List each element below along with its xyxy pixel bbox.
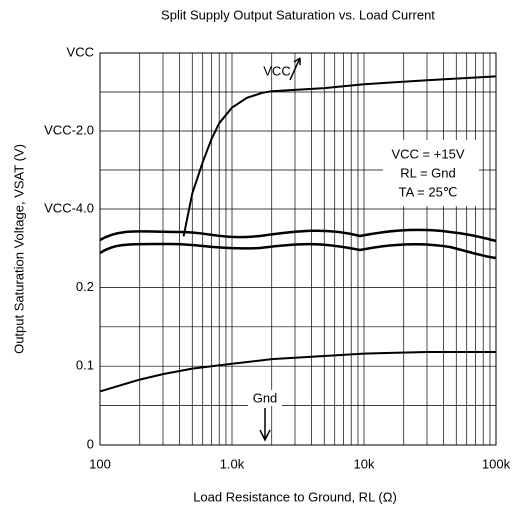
y-tick-label: VCC-2.0 xyxy=(44,122,94,137)
x-tick-label: 100 xyxy=(89,456,111,471)
x-tick-label: 100k xyxy=(482,456,511,471)
y-axis-label: Output Saturation Voltage, VSAT (V) xyxy=(11,144,26,354)
y-tick-label: 0.2 xyxy=(76,279,94,294)
axis-break xyxy=(99,228,497,260)
annotation: VCC xyxy=(263,63,290,78)
annotation: Gnd xyxy=(253,390,278,405)
plot-frame xyxy=(99,52,497,446)
arrow xyxy=(259,408,271,442)
x-tick-label: 10k xyxy=(354,456,375,471)
annotation: VCC = +15V xyxy=(392,146,465,161)
chart-title: Split Supply Output Saturation vs. Load … xyxy=(161,7,435,22)
y-tick-label: VCC xyxy=(67,44,94,59)
y-tick-label: 0.1 xyxy=(76,358,94,373)
legend-box xyxy=(383,140,479,206)
data-line xyxy=(99,351,496,393)
annotation-bg xyxy=(248,390,282,406)
y-tick-label: VCC-4.0 xyxy=(44,200,94,215)
annotation: TA = 25℃ xyxy=(399,184,458,199)
arrow xyxy=(289,57,301,81)
y-tick-label: 0 xyxy=(87,436,94,451)
annotation: RL = Gnd xyxy=(400,165,456,180)
x-axis-label: Load Resistance to Ground, RL (Ω) xyxy=(193,489,397,504)
x-tick-label: 1.0k xyxy=(220,456,245,471)
data-line xyxy=(182,75,497,237)
